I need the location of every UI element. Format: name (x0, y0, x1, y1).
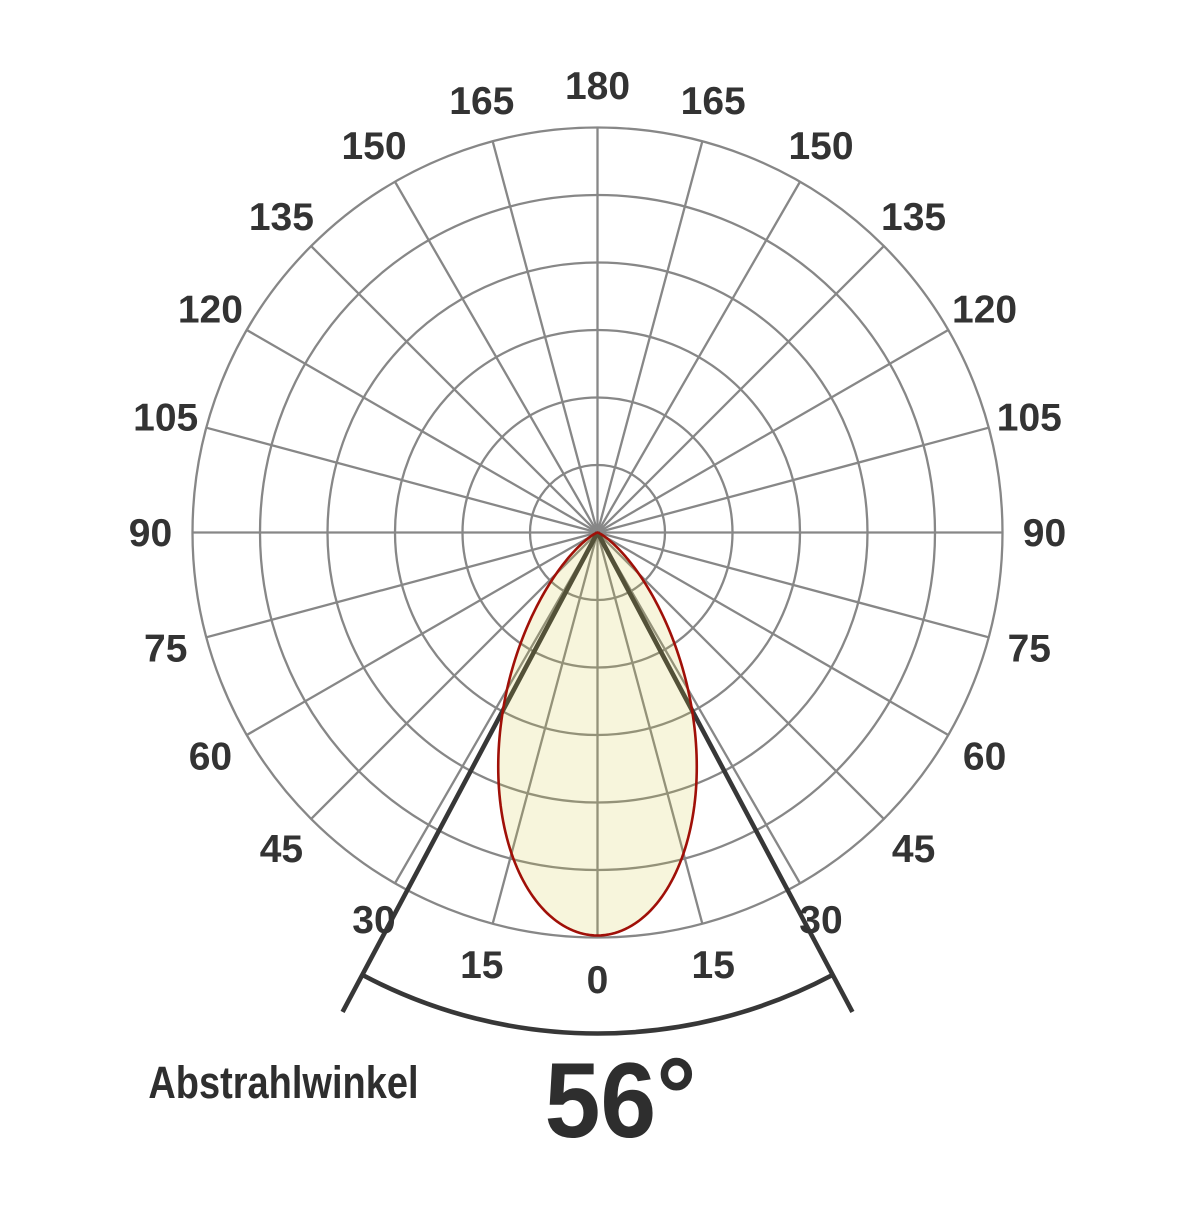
svg-text:120: 120 (178, 289, 243, 332)
svg-text:30: 30 (799, 899, 842, 942)
svg-text:0: 0 (587, 959, 609, 1002)
svg-text:105: 105 (997, 396, 1062, 439)
svg-text:45: 45 (892, 828, 935, 871)
svg-text:56°: 56° (545, 1035, 697, 1160)
svg-text:90: 90 (129, 512, 172, 555)
svg-text:165: 165 (681, 80, 746, 123)
svg-text:135: 135 (881, 196, 946, 239)
svg-text:30: 30 (352, 899, 395, 942)
svg-text:60: 60 (963, 736, 1006, 779)
svg-text:165: 165 (449, 80, 514, 123)
svg-text:105: 105 (133, 396, 198, 439)
svg-text:60: 60 (189, 736, 232, 779)
svg-text:45: 45 (260, 828, 303, 871)
svg-text:135: 135 (249, 196, 314, 239)
svg-text:75: 75 (1008, 628, 1051, 671)
svg-text:150: 150 (341, 125, 406, 168)
svg-text:Abstrahlwinkel: Abstrahlwinkel (148, 1057, 418, 1108)
svg-text:15: 15 (460, 944, 503, 987)
svg-text:15: 15 (692, 944, 735, 987)
svg-text:90: 90 (1023, 512, 1066, 555)
svg-text:120: 120 (952, 289, 1017, 332)
svg-text:150: 150 (788, 125, 853, 168)
svg-text:75: 75 (144, 628, 187, 671)
svg-text:180: 180 (565, 65, 630, 108)
